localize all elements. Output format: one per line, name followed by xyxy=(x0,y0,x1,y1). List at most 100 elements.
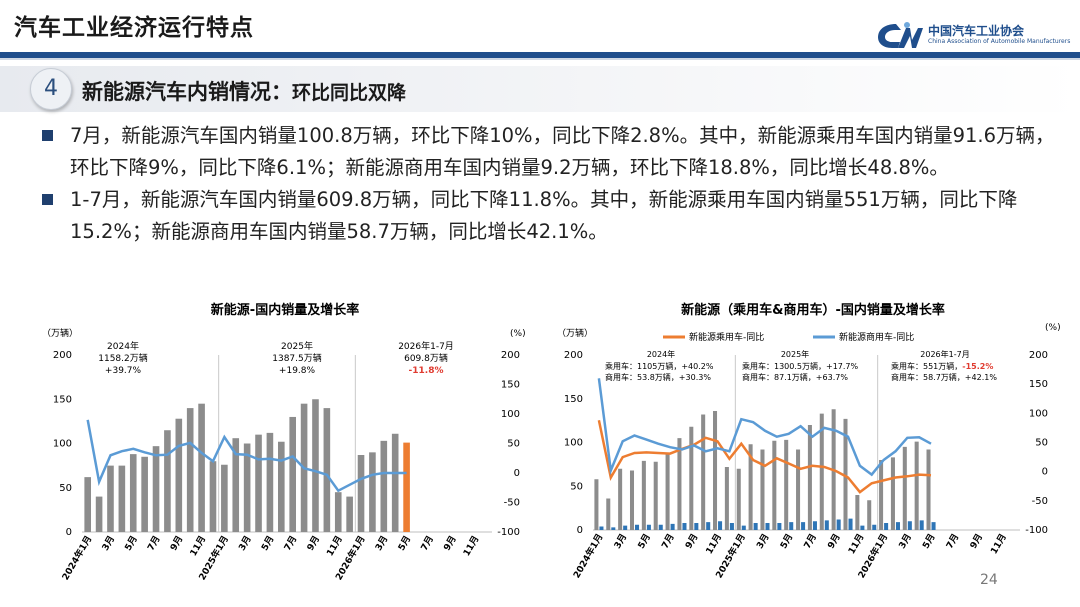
y2-tick-label: 100 xyxy=(501,409,520,420)
bar-commercial xyxy=(599,526,604,530)
x-tick-label: 2024年1月 xyxy=(59,534,94,581)
bar-commercial xyxy=(658,524,663,530)
y2-tick-label: -100 xyxy=(1025,525,1048,536)
bar xyxy=(243,443,251,532)
bar-passenger xyxy=(772,440,777,530)
bullet-text: 7月，新能源汽车国内销量100.8万辆，环比下降10%，同比下降2.8%。其中，… xyxy=(70,124,1055,179)
bar xyxy=(255,434,262,532)
passenger-growth-line xyxy=(597,420,932,494)
bullet-text: 1-7月，新能源汽车国内销量609.8万辆，同比下降11.8%。其中，新能源乘用… xyxy=(70,188,1018,243)
y2-tick-label: 200 xyxy=(501,350,520,361)
y2-axis-label: (%) xyxy=(1045,323,1061,333)
x-tick-label: 3月 xyxy=(373,534,390,553)
bar-commercial xyxy=(895,522,900,530)
bar xyxy=(334,492,342,532)
bar-passenger xyxy=(890,457,895,530)
annotation-total: 1158.2万辆 xyxy=(98,352,148,364)
bar-commercial xyxy=(682,523,687,530)
section-number: 4 xyxy=(30,68,72,110)
bar xyxy=(164,430,171,532)
bar-passenger xyxy=(784,439,789,530)
bar-passenger xyxy=(724,467,729,530)
bar-commercial xyxy=(836,519,841,530)
x-tick-label: 5月 xyxy=(778,532,795,551)
y-tick-label: 0 xyxy=(577,525,583,536)
bar-passenger xyxy=(914,441,919,530)
y-axis-label: （万辆） xyxy=(557,327,593,339)
bar xyxy=(129,454,137,532)
bar-passenger xyxy=(653,461,658,530)
x-tick-label: 5月 xyxy=(920,532,937,551)
bar-commercial xyxy=(907,521,912,530)
bullet-item: 1-7月，新能源汽车国内销量609.8万辆，同比下降11.8%。其中，新能源乘用… xyxy=(40,184,1070,248)
x-tick-label: 3月 xyxy=(754,532,771,551)
x-tick-label: 9月 xyxy=(168,534,185,553)
bullet-square-icon xyxy=(42,130,53,141)
bar-commercial xyxy=(884,523,889,530)
bar xyxy=(323,408,331,532)
bar xyxy=(152,446,160,532)
bar-passenger xyxy=(902,446,907,530)
x-tick-label: 7月 xyxy=(802,532,819,551)
bar-passenger xyxy=(736,468,741,530)
x-tick-label: 9月 xyxy=(442,534,459,553)
x-tick-label: 11月 xyxy=(704,532,724,556)
legend-label: 新能源乘用车-同比 xyxy=(689,331,764,343)
bar xyxy=(141,456,148,532)
bar xyxy=(391,433,399,532)
x-tick-label: 9月 xyxy=(968,532,985,551)
bar-commercial xyxy=(718,521,723,530)
x-tick-label: 11月 xyxy=(188,534,208,558)
chart-title: 新能源-国内销量及增长率 xyxy=(211,302,359,318)
y2-tick-label: 200 xyxy=(1029,350,1048,361)
bar-commercial xyxy=(919,520,924,530)
bar xyxy=(312,399,319,532)
y-axis-label: （万辆） xyxy=(42,327,78,339)
annotation-line: 乘用车：551万辆，-15.2% xyxy=(891,361,993,371)
x-tick-label: 9月 xyxy=(683,532,700,551)
bar-commercial xyxy=(824,520,829,530)
bar xyxy=(84,477,91,532)
y-tick-label: 50 xyxy=(570,481,583,492)
bar xyxy=(278,441,285,532)
bar xyxy=(232,438,240,532)
y-tick-label: 200 xyxy=(53,350,72,361)
bar xyxy=(198,403,205,532)
x-tick-label: 7月 xyxy=(419,534,436,553)
bar-commercial xyxy=(801,522,806,530)
bar xyxy=(289,416,296,532)
logo-chinese-text: 中国汽车工业协会 xyxy=(928,24,1025,38)
bar xyxy=(209,461,217,532)
bar xyxy=(95,496,103,532)
y2-axis-label: (%) xyxy=(510,329,526,339)
x-tick-label: 11月 xyxy=(325,534,345,558)
logo-english-text: China Association of Automobile Manufact… xyxy=(928,38,1071,45)
annotation-period: 2024年 xyxy=(107,340,139,352)
section-title-tail: 环比同比双降 xyxy=(292,82,407,104)
bar-commercial xyxy=(872,524,877,530)
bar xyxy=(266,432,274,532)
y-tick-label: 150 xyxy=(564,394,583,405)
bar-commercial xyxy=(753,523,758,530)
annotation-growth: +19.8% xyxy=(279,366,316,376)
growth-line xyxy=(86,419,407,493)
bar-passenger xyxy=(677,438,682,530)
bar-passenger xyxy=(760,449,765,530)
section-title-main: 新能源汽车内销情况： xyxy=(82,80,292,104)
bar-passenger xyxy=(807,425,812,530)
x-tick-label: 3月 xyxy=(100,534,117,553)
chart-right: 新能源（乘用车&商用车）-国内销量及增长率 （万辆） (%) 新能源乘用车-同比… xyxy=(557,302,1061,580)
caam-logo: 中国汽车工业协会 China Association of Automobile… xyxy=(876,20,1070,52)
bar-commercial xyxy=(706,522,711,530)
bar-passenger xyxy=(665,453,670,530)
y-tick-label: 50 xyxy=(59,483,72,494)
bar-commercial xyxy=(789,522,794,530)
bar-passenger xyxy=(629,470,635,530)
x-tick-label: 7月 xyxy=(282,534,299,553)
annotation-line: 商用车：87.1万辆，+63.7% xyxy=(742,372,848,382)
bar xyxy=(186,408,194,532)
y2-tick-label: 0 xyxy=(514,468,520,479)
x-tick-label: 5月 xyxy=(259,534,276,553)
bar xyxy=(403,442,410,532)
y2-tick-label: 150 xyxy=(1029,379,1048,390)
